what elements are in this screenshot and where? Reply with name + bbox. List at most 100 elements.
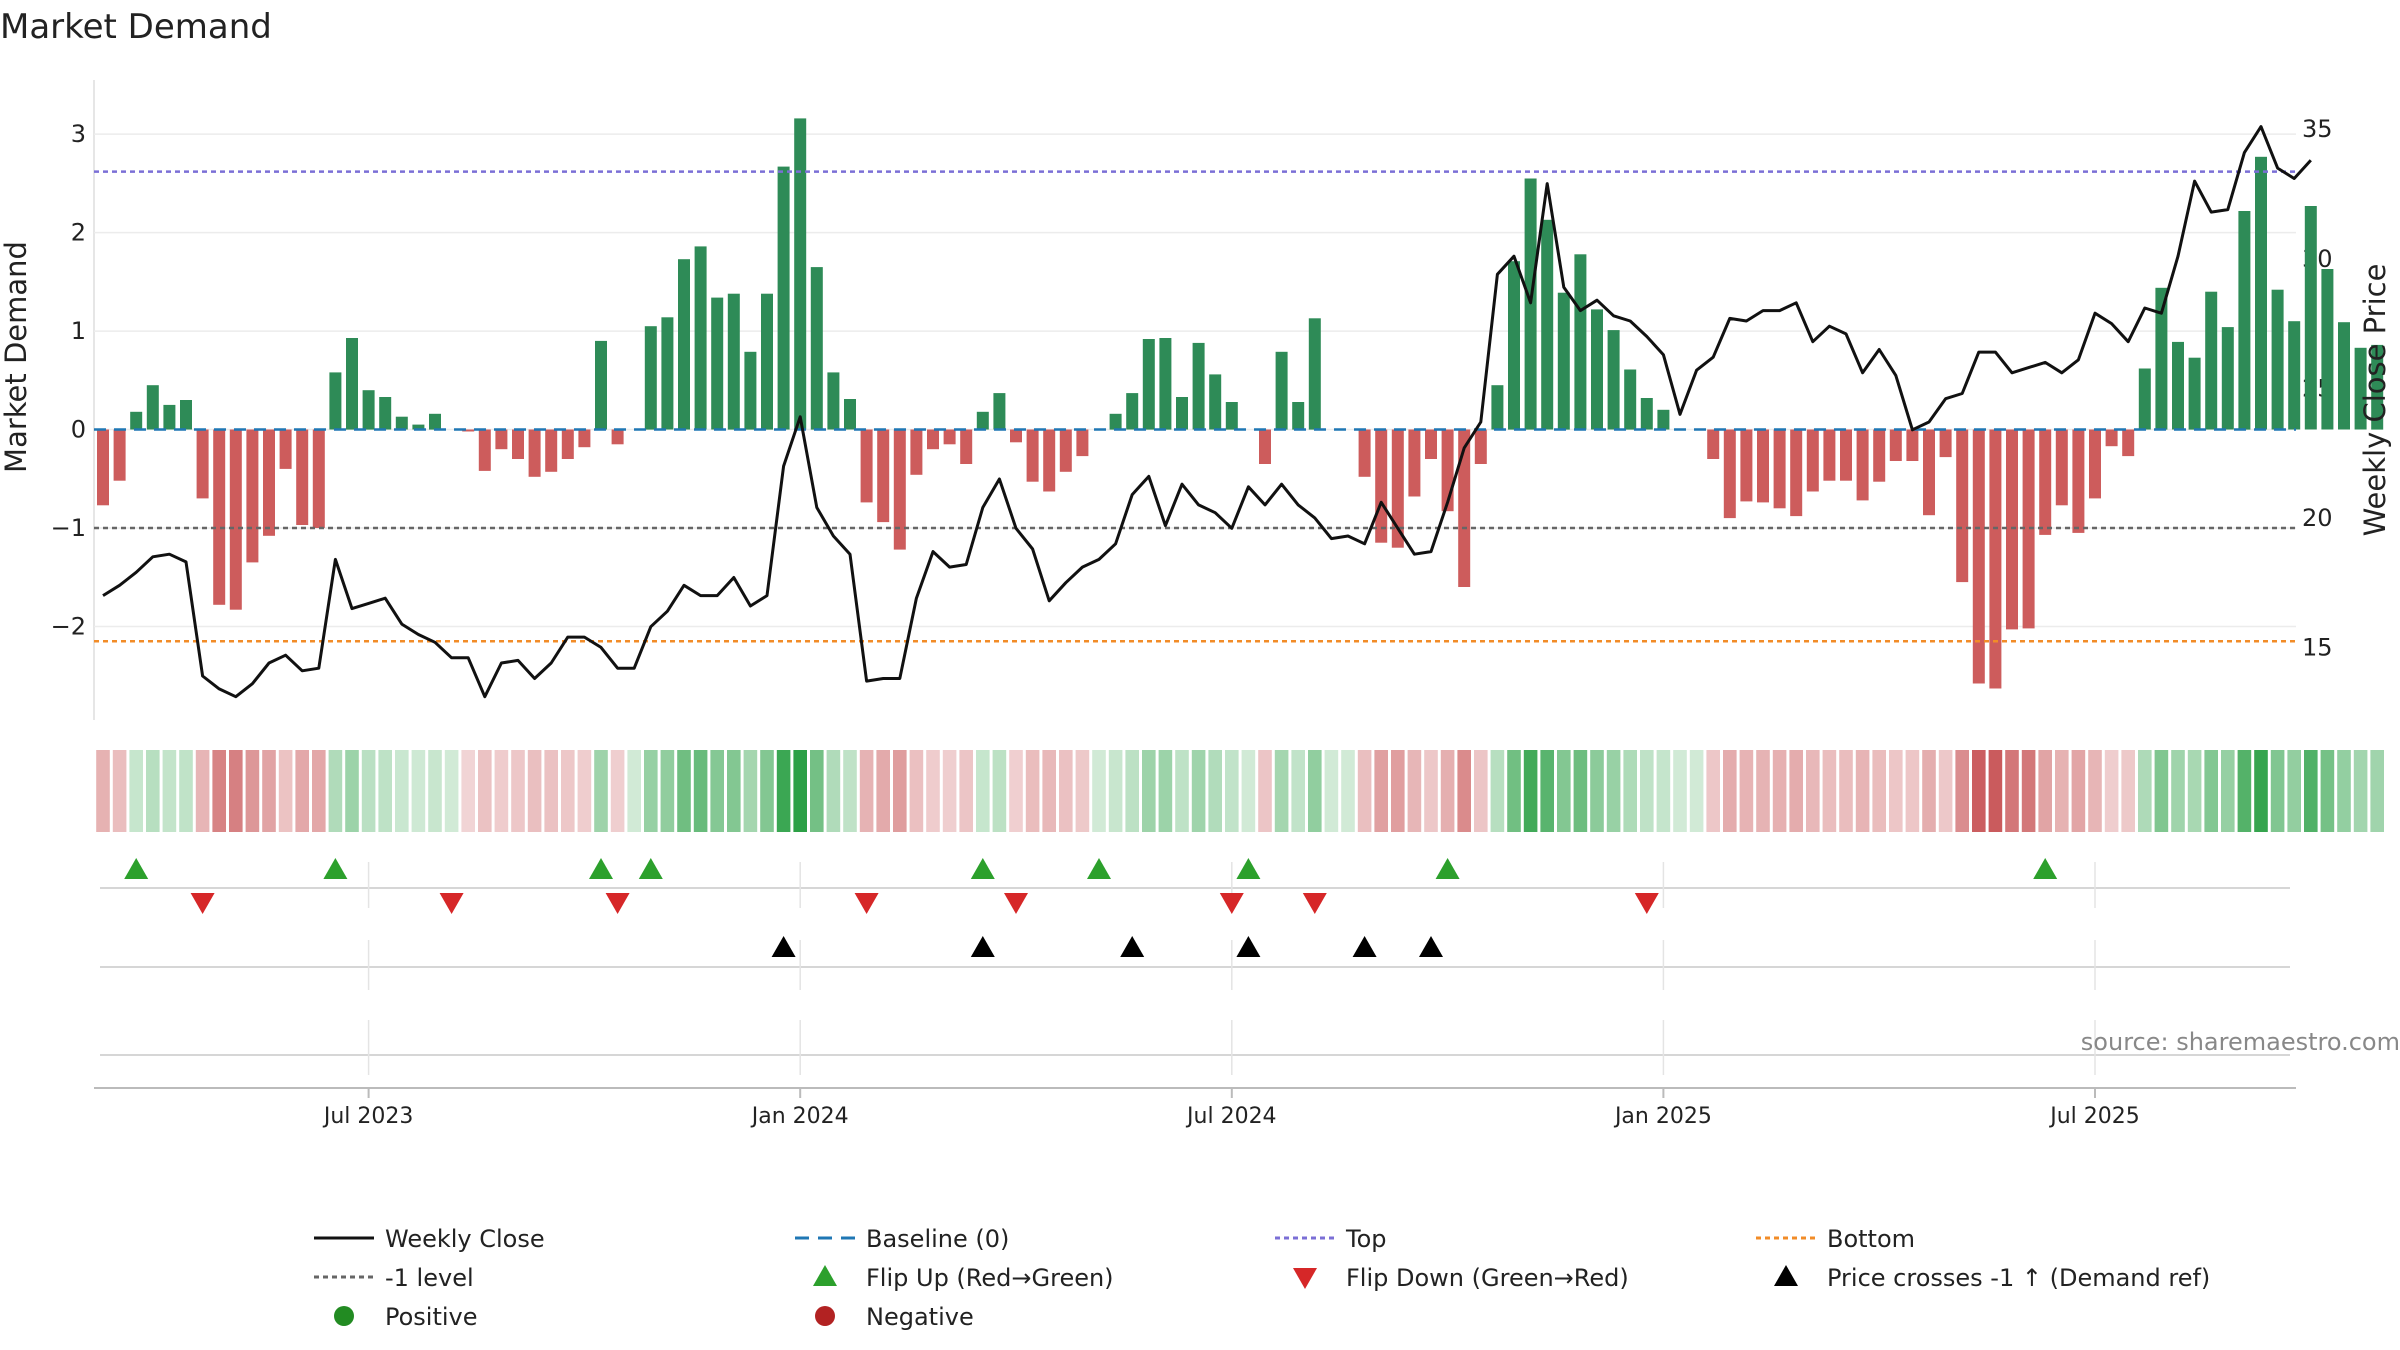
negative-bar xyxy=(196,429,209,499)
heat-cell xyxy=(926,750,940,832)
heat-cell xyxy=(1374,750,1388,832)
negative-bar xyxy=(1026,429,1039,482)
heat-cell xyxy=(1988,750,2003,832)
x-tick-label: Jan 2025 xyxy=(1613,1104,1712,1129)
flip-down-marker xyxy=(605,893,630,914)
positive-bar xyxy=(180,400,192,430)
heat-cell xyxy=(262,750,276,832)
positive-bar xyxy=(1225,402,1238,430)
flip-up-marker xyxy=(124,858,149,879)
positive-bar xyxy=(761,293,773,430)
heat-cell xyxy=(2320,750,2335,832)
heat-cell xyxy=(345,750,359,832)
negative-bar xyxy=(561,429,574,459)
price-cross-marker xyxy=(1236,936,1261,957)
positive-bar xyxy=(794,118,807,430)
heat-cell xyxy=(992,750,1007,832)
heat-cell xyxy=(859,750,874,832)
negative-bar xyxy=(1408,429,1421,497)
positive-bar xyxy=(429,413,441,430)
heat-cell xyxy=(278,750,293,832)
legend-positive-swatch xyxy=(334,1306,354,1326)
heat-cell xyxy=(2237,750,2252,832)
heat-cell xyxy=(1241,750,1256,832)
heat-cell xyxy=(2337,750,2351,832)
positive-bar xyxy=(976,411,989,430)
heat-cell xyxy=(1059,750,1073,832)
negative-bar xyxy=(1358,429,1371,477)
heat-cell xyxy=(793,750,807,832)
heat-cell xyxy=(1972,750,1986,832)
heat-cell xyxy=(1673,750,1687,832)
positive-bar xyxy=(777,166,790,430)
negative-bar xyxy=(960,429,973,464)
negative-bar xyxy=(1823,429,1836,481)
positive-bar xyxy=(1126,393,1139,430)
positive-bar xyxy=(1292,402,1305,430)
heat-cell xyxy=(2138,750,2152,832)
negative-bar xyxy=(1010,429,1022,443)
heat-cell xyxy=(1789,750,1803,832)
positive-bar xyxy=(2221,327,2234,430)
negative-bar xyxy=(611,429,624,445)
heat-cell xyxy=(1075,750,1090,832)
heat-cell xyxy=(1474,750,1488,832)
negative-bar xyxy=(1375,429,1388,543)
heat-cell xyxy=(1291,750,1305,832)
negative-bar xyxy=(927,429,939,450)
positive-bar xyxy=(1209,374,1222,430)
heat-cell xyxy=(561,750,575,832)
price-cross-marker xyxy=(1419,936,1443,957)
heat-cell xyxy=(727,750,741,832)
y-tick-label: 0 xyxy=(71,416,86,444)
heat-cell xyxy=(129,750,143,832)
legend-baseline-label: Baseline (0) xyxy=(866,1225,1009,1253)
negative-bar xyxy=(860,429,873,503)
negative-bar xyxy=(1906,429,1919,461)
negative-bar xyxy=(1043,429,1056,492)
positive-bar xyxy=(2172,341,2184,430)
y2-tick-label: 15 xyxy=(2302,633,2333,661)
negative-bar xyxy=(2105,429,2118,447)
positive-bar xyxy=(2188,357,2201,430)
legend-negative-label: Negative xyxy=(866,1303,974,1331)
flip-up-marker xyxy=(2033,858,2058,879)
flip-down-marker xyxy=(1004,893,1028,914)
heat-cell xyxy=(527,750,542,832)
heat-cell xyxy=(395,750,409,832)
positive-bar xyxy=(2354,347,2367,430)
positive-bar xyxy=(1624,369,1637,430)
positive-bar xyxy=(395,416,408,430)
negative-bar xyxy=(1458,429,1471,587)
legend-positive-label: Positive xyxy=(385,1303,478,1331)
negative-bar xyxy=(229,429,242,610)
heat-cell xyxy=(1623,750,1637,832)
negative-bar xyxy=(2055,429,2068,506)
heat-cell xyxy=(2287,750,2301,832)
flip-up-marker xyxy=(638,858,663,879)
heat-cell xyxy=(511,750,525,832)
legend-top-label: Top xyxy=(1345,1225,1387,1253)
heat-cell xyxy=(1225,750,1239,832)
negative-bar xyxy=(213,429,226,605)
negative-bar xyxy=(877,429,890,523)
heat-cell xyxy=(1490,750,1505,832)
heat-cell xyxy=(1905,750,1920,832)
heat-cell xyxy=(1457,750,1471,832)
negative-bar xyxy=(1873,429,1886,482)
heat-cell xyxy=(411,750,426,832)
positive-bar xyxy=(661,317,674,430)
heat-cell xyxy=(1507,750,1521,832)
heat-cell xyxy=(2187,750,2202,832)
flip-down-marker xyxy=(1219,893,1244,914)
heat-cell xyxy=(1806,750,1820,832)
y-tick-label: −2 xyxy=(51,612,86,640)
heat-cell xyxy=(179,750,193,832)
legend-flip-up-swatch xyxy=(813,1265,837,1286)
heat-cell xyxy=(2370,750,2384,832)
negative-bar xyxy=(1740,429,1753,502)
x-tick-label: Jul 2025 xyxy=(2048,1104,2140,1129)
heat-cell xyxy=(627,750,641,832)
negative-bar xyxy=(1723,429,1736,519)
positive-bar xyxy=(2304,206,2317,430)
